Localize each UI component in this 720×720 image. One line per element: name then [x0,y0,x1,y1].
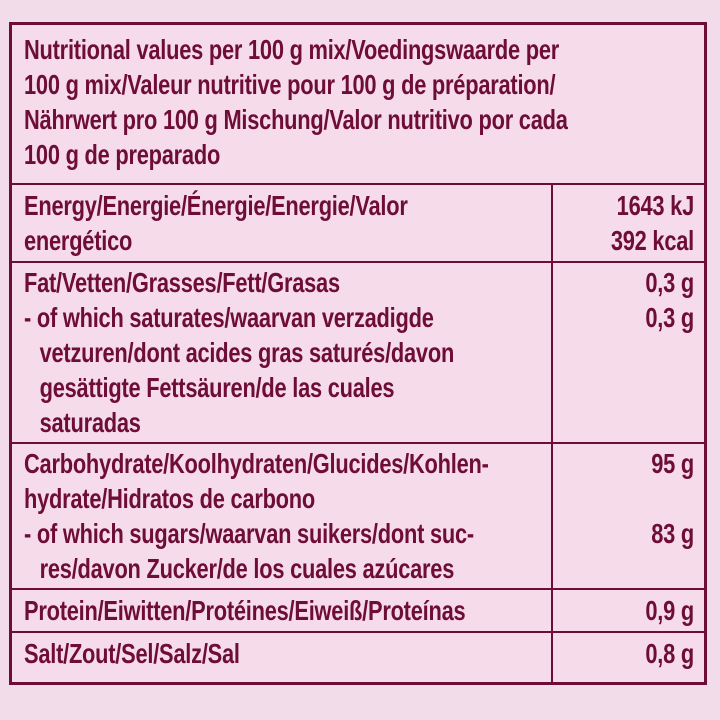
salt-label: Salt/Zout/Sel/Salz/Sal [12,633,551,682]
nutrient-label-line: Protein/Eiwitten/Protéines/Eiweiß/Proteí… [24,595,466,626]
nutrient-label-line: energético [24,225,133,256]
fat-label: Fat/Vetten/Grasses/Fett/Grasas - of whic… [12,263,551,442]
nutrient-value: 392 kcal [610,225,694,256]
header-line: Nährwert pro 100 g Mischung/Valor nutrit… [24,104,568,135]
protein-value: 0,9 g [551,590,704,631]
header-line: Nutritional values per 100 g mix/Voeding… [24,34,560,65]
fat-value: 0,3 g 0,3 g [551,263,704,442]
nutrient-label-line: res/davon Zucker/de los cuales azúcares [39,553,455,584]
header-line: 100 g mix/Valeur nutritive pour 100 g de… [24,69,556,100]
nutrient-label-line: - of which sugars/waarvan suikers/dont s… [24,518,474,549]
carbohydrate-label: Carbohydrate/Koolhydraten/Glucides/Kohle… [12,444,551,588]
nutrient-label-line: hydrate/Hidratos de carbono [24,483,316,514]
nutrient-value: 83 g [651,518,694,549]
nutrient-label-line: Salt/Zout/Sel/Salz/Sal [24,638,240,669]
nutrient-label-line: Fat/Vetten/Grasses/Fett/Grasas [24,267,340,298]
table-header: Nutritional values per 100 g mix/Voeding… [12,25,704,183]
row-protein: Protein/Eiwitten/Protéines/Eiweiß/Proteí… [12,588,704,631]
nutrient-value: 0,3 g [645,302,694,333]
carbohydrate-value: 95 g 83 g [551,444,704,588]
nutrient-label-line: - of which saturates/waarvan verzadigde [24,302,434,333]
nutrient-value: 95 g [651,448,694,479]
nutrient-label-line: Carbohydrate/Koolhydraten/Glucides/Kohle… [24,448,489,479]
nutrition-facts-table: Nutritional values per 100 g mix/Voeding… [9,22,707,685]
nutrient-label-line: gesättigte Fettsäuren/de las cuales [39,372,395,403]
nutrient-label-line: saturadas [39,407,141,438]
energy-label: Energy/Energie/Énergie/Energie/Valor ene… [12,185,551,261]
protein-label: Protein/Eiwitten/Protéines/Eiweiß/Proteí… [12,590,551,631]
nutrient-value: 1643 kJ [616,190,695,221]
row-fat: Fat/Vetten/Grasses/Fett/Grasas - of whic… [12,261,704,442]
salt-value: 0,8 g [551,633,704,682]
energy-value: 1643 kJ 392 kcal [551,185,704,261]
nutrient-label-line: Energy/Energie/Énergie/Energie/Valor [24,190,408,221]
header-line: 100 g de preparado [24,139,221,170]
nutrient-value: 0,8 g [645,638,694,669]
row-energy: Energy/Energie/Énergie/Energie/Valor ene… [12,183,704,261]
nutrient-value: 0,9 g [645,595,694,626]
nutrient-value: 0,3 g [645,267,694,298]
nutrient-label-line: vetzuren/dont acides gras saturés/davon [39,337,455,368]
row-carbohydrate: Carbohydrate/Koolhydraten/Glucides/Kohle… [12,442,704,588]
row-salt: Salt/Zout/Sel/Salz/Sal 0,8 g [12,631,704,682]
